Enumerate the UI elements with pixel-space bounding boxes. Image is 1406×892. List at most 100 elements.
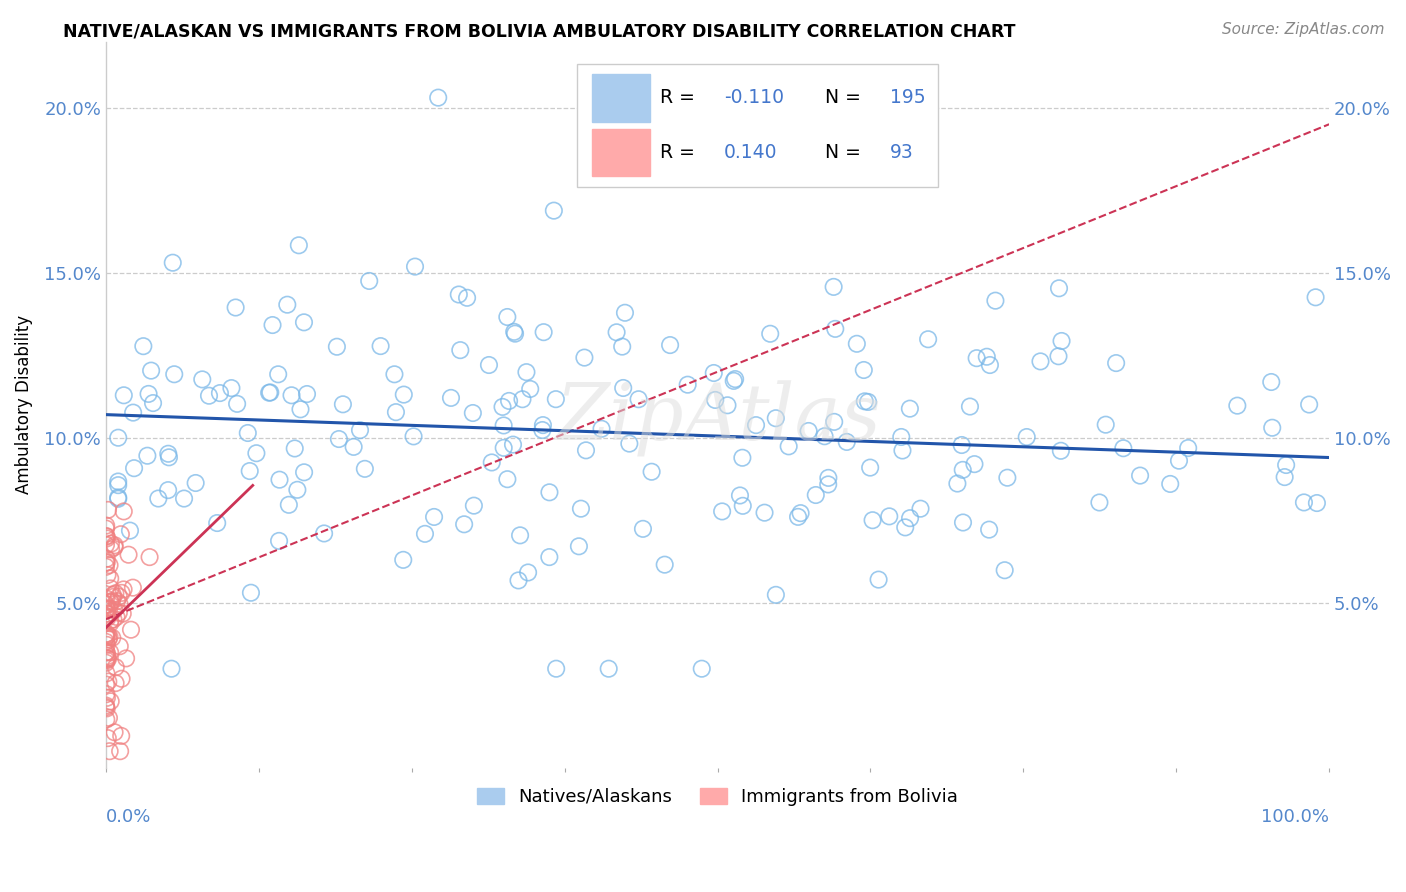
- Point: [259, 385, 281, 400]
- Point: [804, 488, 827, 502]
- Point: [492, 418, 515, 433]
- Point: [94, 635, 117, 649]
- Point: [946, 476, 969, 491]
- Point: [868, 573, 890, 587]
- Point: [98, 616, 121, 631]
- Point: [817, 471, 839, 485]
- Point: [108, 597, 131, 611]
- Y-axis label: Ambulatory Disability: Ambulatory Disability: [15, 315, 32, 494]
- Point: [328, 432, 350, 446]
- Point: [979, 523, 1001, 537]
- Point: [574, 351, 596, 365]
- Point: [100, 542, 122, 557]
- Point: [1298, 398, 1320, 412]
- Point: [1112, 442, 1135, 456]
- Point: [96, 651, 118, 665]
- Point: [654, 558, 676, 572]
- Point: [1159, 477, 1181, 491]
- Text: 195: 195: [890, 88, 925, 107]
- Point: [94, 522, 117, 536]
- Point: [1306, 496, 1329, 510]
- Point: [894, 520, 917, 534]
- Point: [96, 607, 118, 621]
- Point: [994, 563, 1017, 577]
- Point: [292, 315, 315, 329]
- Point: [845, 336, 868, 351]
- Point: [512, 392, 534, 407]
- Point: [631, 522, 654, 536]
- Point: [606, 326, 628, 340]
- Point: [97, 652, 120, 666]
- Point: [148, 491, 170, 506]
- Text: 100.0%: 100.0%: [1261, 807, 1329, 826]
- Point: [716, 398, 738, 412]
- Point: [759, 326, 782, 341]
- Point: [787, 509, 810, 524]
- Point: [100, 595, 122, 609]
- Point: [496, 472, 519, 486]
- Point: [198, 389, 221, 403]
- Point: [276, 298, 298, 312]
- Point: [984, 293, 1007, 308]
- Point: [591, 422, 613, 436]
- Point: [966, 351, 988, 366]
- Point: [122, 581, 145, 595]
- Text: NATIVE/ALASKAN VS IMMIGRANTS FROM BOLIVIA AMBULATORY DISABILITY CORRELATION CHAR: NATIVE/ALASKAN VS IMMIGRANTS FROM BOLIVI…: [63, 22, 1015, 40]
- Point: [370, 339, 392, 353]
- Point: [97, 711, 120, 725]
- Point: [569, 501, 592, 516]
- Point: [96, 687, 118, 701]
- Point: [96, 645, 118, 659]
- Point: [98, 558, 121, 573]
- Point: [94, 700, 117, 714]
- Point: [332, 397, 354, 411]
- Point: [94, 630, 117, 644]
- Point: [160, 662, 183, 676]
- Point: [101, 590, 124, 604]
- Point: [269, 473, 291, 487]
- Point: [797, 424, 820, 438]
- Point: [619, 436, 641, 450]
- Point: [100, 536, 122, 550]
- Point: [100, 596, 122, 610]
- Text: R =: R =: [659, 88, 702, 107]
- Point: [517, 566, 540, 580]
- Point: [103, 612, 125, 626]
- Point: [96, 530, 118, 544]
- Point: [96, 551, 118, 566]
- Text: -0.110: -0.110: [724, 88, 783, 107]
- Point: [910, 501, 932, 516]
- Point: [765, 588, 787, 602]
- Point: [533, 325, 555, 339]
- Point: [449, 343, 471, 358]
- Point: [690, 662, 713, 676]
- Point: [94, 559, 117, 574]
- Point: [239, 586, 262, 600]
- Point: [1305, 290, 1327, 304]
- Point: [96, 529, 118, 543]
- Point: [117, 548, 139, 562]
- Point: [142, 396, 165, 410]
- Point: [917, 332, 939, 346]
- Point: [723, 374, 745, 388]
- Point: [292, 465, 315, 479]
- Point: [96, 713, 118, 727]
- Point: [453, 517, 475, 532]
- Point: [225, 301, 247, 315]
- Point: [538, 550, 561, 565]
- Point: [546, 662, 568, 676]
- Point: [205, 516, 228, 530]
- Point: [120, 623, 142, 637]
- Point: [295, 387, 318, 401]
- Point: [538, 485, 561, 500]
- Point: [173, 491, 195, 506]
- Point: [97, 610, 120, 624]
- Point: [236, 425, 259, 440]
- Point: [898, 401, 921, 416]
- Point: [1050, 443, 1073, 458]
- Point: [724, 372, 747, 386]
- Point: [859, 460, 882, 475]
- Point: [1129, 468, 1152, 483]
- Point: [423, 510, 446, 524]
- Point: [1047, 281, 1070, 295]
